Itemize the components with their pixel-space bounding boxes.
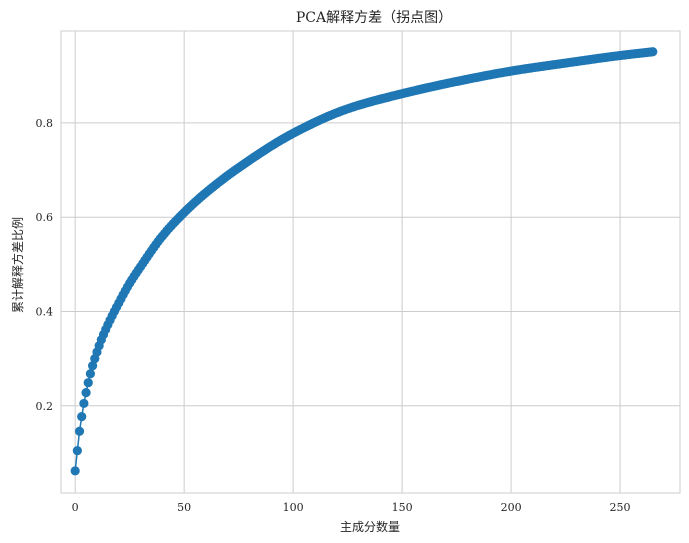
grid [61,31,680,493]
x-tick-label: 150 [392,501,413,514]
plot-frame [60,30,681,494]
series-cumulative-variance [70,47,658,476]
y-tick-label: 0.2 [36,400,54,413]
x-axis-ticks: 0 50 100 150 200 250 [72,501,631,514]
x-tick-label: 100 [283,501,304,514]
data-point [88,361,98,371]
y-tick-label: 0.6 [36,211,54,224]
data-point [648,47,658,57]
y-tick-label: 0.8 [36,117,54,130]
data-point [74,426,85,436]
data-point [72,445,82,456]
x-tick-label: 250 [610,501,631,514]
data-point [81,387,91,398]
x-tick-label: 0 [72,501,79,514]
data-point [83,378,93,388]
series-line [74,50,653,471]
y-axis-ticks: 0.2 0.4 0.6 0.8 [36,117,54,413]
y-tick-label: 0.4 [36,306,54,319]
data-point [85,369,96,379]
data-point [79,398,89,409]
y-axis-label: 累计解释方差比例 [10,217,25,313]
data-point [77,412,87,422]
data-point [70,466,80,476]
x-tick-label: 200 [501,501,522,514]
x-tick-label: 50 [177,501,191,514]
x-axis-label: 主成分数量 [340,519,400,534]
chart-title: PCA解释方差（拐点图） [296,10,452,26]
